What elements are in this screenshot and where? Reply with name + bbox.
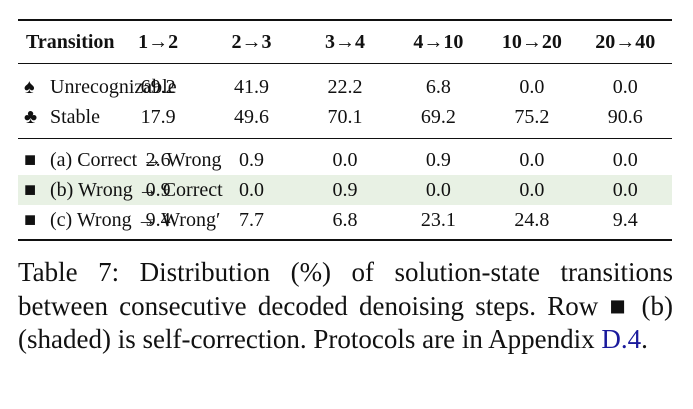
row-label-cell: ♠ Unrecognizable — [18, 64, 177, 103]
value-cell: 0.0 — [391, 175, 486, 205]
caption-end: . — [641, 324, 648, 354]
table-row: ♣ Stable 17.9 49.6 70.1 69.2 75.2 90.6 — [18, 102, 672, 139]
column-header: 2→3 — [231, 30, 272, 53]
row-header: Transition — [26, 30, 115, 53]
value-cell: 23.1 — [420, 208, 456, 231]
value-cell: 49.6 — [234, 105, 270, 128]
row-label: Stable — [50, 105, 100, 128]
row-symbol: ■ — [24, 178, 37, 201]
value-cell: 0.0 — [519, 75, 545, 98]
row-symbol: ■ — [24, 208, 37, 231]
column-header: 3→4 — [324, 30, 365, 53]
column-header: 10→20 — [501, 30, 562, 53]
value-cell: 9.4 — [612, 208, 638, 231]
value-cell: 0.0 — [578, 175, 672, 205]
row-label: (b) Wrong → Correct — [50, 178, 223, 201]
data-table: Transition 1→2 2→3 3→4 4→10 10→20 20→40 ♠ Unrec… — [18, 19, 672, 241]
row-label-cell: ■ (a) Correct → Wrong — [18, 139, 222, 176]
value-cell: 0.9 — [111, 175, 205, 205]
value-cell: 69.2 — [140, 75, 176, 98]
value-cell: 2.6 — [145, 148, 171, 171]
table-row: ■ (c) Wrong → Wrong′ 9.4 7.7 6.8 23.1 24.8 9.4 — [18, 205, 672, 240]
column-header: 4→10 — [413, 30, 464, 53]
value-cell: 0.0 — [612, 148, 638, 171]
row-label-cell: ■ (c) Wrong → Wrong′ — [18, 205, 220, 240]
caption-text: Distribution (%) of solution-state trans… — [18, 257, 674, 354]
row-label-cell: ♣ Stable — [18, 102, 111, 139]
row-symbol: ■ — [24, 148, 37, 171]
table-row: ♠ Unrecognizable 69.2 41.9 22.2 6.8 0.0 0.0 — [18, 64, 672, 103]
row-group: ■ (a) Correct → Wrong 2.6 0.9 0.0 0.9 0.0 0.0 ■(… — [18, 138, 672, 240]
table-row: ■ (a) Correct → Wrong 2.6 0.9 0.0 0.9 0.0 0.0 — [18, 139, 672, 176]
value-cell: 69.2 — [420, 105, 456, 128]
row-symbol: ♣ — [24, 105, 38, 128]
value-cell: 70.1 — [327, 105, 363, 128]
value-cell: 24.8 — [514, 208, 550, 231]
row-label: (a) Correct → Wrong — [50, 148, 222, 171]
row-label: Unrecognizable — [50, 75, 177, 98]
value-cell: 0.9 — [425, 148, 451, 171]
value-cell: 75.2 — [514, 105, 550, 128]
value-cell: 6.8 — [425, 75, 451, 98]
row-symbol: ♠ — [24, 75, 35, 98]
header-row: Transition 1→2 2→3 3→4 4→10 10→20 20→40 — [18, 20, 672, 64]
caption: Table 7: Distribution (%) of solution-st… — [18, 256, 673, 357]
value-cell: 0.9 — [298, 175, 392, 205]
value-cell: 9.4 — [145, 208, 171, 231]
table-row: ■ (b) Wrong → Correct 0.9 0.0 0.9 0.0 0.0 0.0 — [18, 175, 672, 205]
value-cell: 17.9 — [140, 105, 176, 128]
value-cell: 0.9 — [239, 148, 265, 171]
table-header: Transition 1→2 2→3 3→4 4→10 10→20 20→40 — [18, 20, 672, 64]
value-cell: 0.0 — [332, 148, 358, 171]
value-cell: 22.2 — [327, 75, 363, 98]
row-group: ♠ Unrecognizable 69.2 41.9 22.2 6.8 0.0 0.0 ♣ Sta… — [18, 64, 672, 139]
value-cell: 0.0 — [485, 175, 579, 205]
row-label: (c) Wrong → Wrong′ — [50, 208, 221, 231]
value-cell: 90.6 — [607, 105, 643, 128]
value-cell: 6.8 — [332, 208, 358, 231]
value-cell: 7.7 — [239, 208, 265, 231]
column-header: 1→2 — [138, 30, 179, 53]
column-header: 20→40 — [595, 30, 656, 53]
value-cell: 0.0 — [612, 75, 638, 98]
value-cell: 41.9 — [234, 75, 270, 98]
appendix-link[interactable]: D.4 — [601, 324, 642, 354]
value-cell: 0.0 — [519, 148, 545, 171]
row-label-cell: ■ (b) Wrong → Correct — [18, 175, 223, 205]
caption-label: Table 7: — [18, 257, 120, 287]
value-cell: 0.0 — [204, 175, 299, 205]
